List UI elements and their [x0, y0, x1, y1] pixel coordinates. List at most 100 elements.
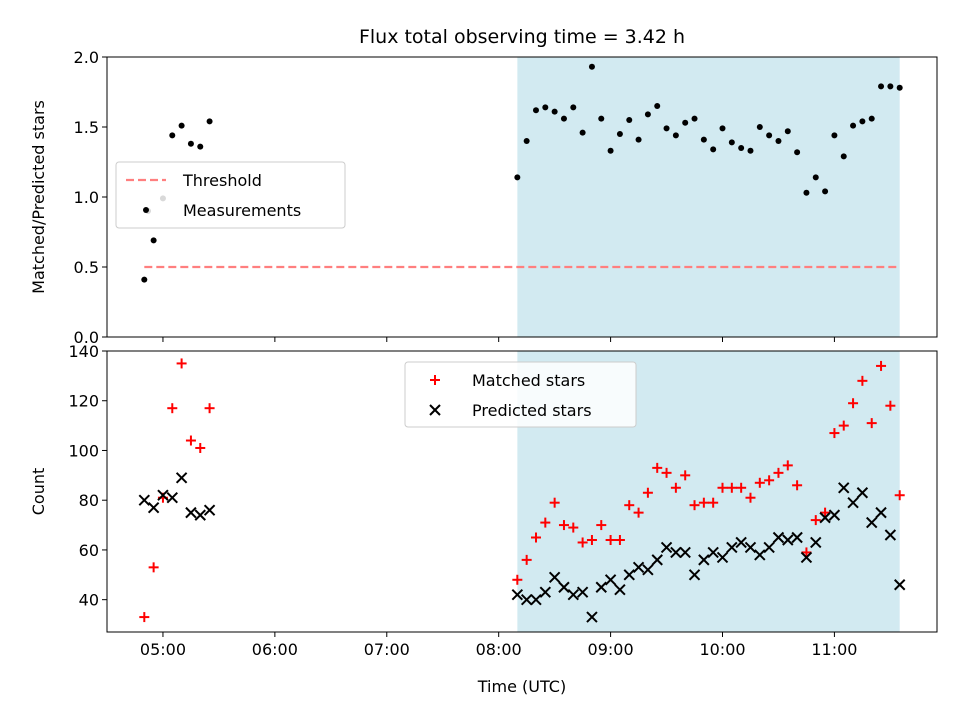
ratio-panel-axes: 0.0 0.5 1.0 1.5 2.0 [74, 48, 938, 347]
measurements-point-23 [644, 111, 651, 118]
measurements-point-44 [840, 153, 847, 160]
matched-stars-point-12 [549, 497, 560, 508]
predicted-stars-point-46 [866, 516, 878, 529]
legend-key-0 [430, 375, 440, 385]
y-tick-label-4: 2.0 [74, 48, 99, 67]
matched-stars-point-1 [148, 562, 159, 573]
measurements-point-27 [682, 119, 689, 126]
predicted-stars-point-0 [138, 494, 151, 506]
predicted-stars-point-17 [595, 581, 607, 593]
predicted-stars-point-11-b [539, 586, 552, 598]
predicted-stars-point-37 [782, 534, 794, 546]
predicted-stars-point-3 [166, 492, 178, 504]
matched-stars-point-49 [894, 490, 905, 501]
measurements-point-24 [654, 103, 661, 109]
matched-stars-point-32 [736, 482, 747, 493]
predicted-stars-point-9-b [520, 593, 533, 606]
predicted-stars-point-30-b [716, 551, 729, 564]
measurements-point-0 [141, 276, 148, 283]
matched-stars-point-13 [558, 520, 569, 531]
measurements-point-9 [514, 174, 521, 181]
ratio-panel-legend: Threshold Measurements [115, 161, 346, 229]
predicted-stars-point-44-b [847, 496, 859, 509]
x-tick-label-0: 05:00 [140, 640, 186, 659]
count-panel-axes: 40 60 80 100 120 140 05:00 06:00 07:00 08:00 09:00… [68, 342, 938, 659]
predicted-stars-point-0-b [138, 494, 151, 506]
legend-label-1: Measurements [183, 201, 301, 220]
predicted-stars-point-9 [520, 593, 533, 606]
legend-label-0: Threshold [182, 171, 262, 190]
predicted-stars-point-43 [838, 482, 850, 494]
predicted-stars-point-33-b [744, 541, 757, 554]
legend-key-1 [143, 207, 149, 213]
predicted-stars-point-4 [175, 472, 188, 484]
matched-stars-point-31 [726, 482, 737, 493]
predicted-stars-point-21-b [632, 561, 645, 574]
predicted-stars-point-36-b [772, 531, 785, 544]
predicted-stars-point-19 [614, 584, 626, 596]
predicted-stars-point-24 [660, 541, 673, 554]
predicted-stars-point-12-b [548, 571, 561, 583]
matched-stars-point-11 [540, 517, 551, 528]
matched-stars-point-30 [717, 482, 728, 493]
count-panel-x-axis-label: Time (UTC) [477, 677, 566, 696]
predicted-stars-point-28 [698, 554, 710, 566]
y-tick-label-3: 1.5 [74, 118, 99, 137]
predicted-stars-point-2-b [157, 489, 169, 501]
predicted-stars-point-47 [875, 506, 887, 519]
matched-stars-point-14 [568, 522, 579, 533]
measurements-point-42 [822, 188, 829, 195]
matched-stars-point-23 [652, 462, 663, 473]
matched-stars-point-0 [139, 612, 150, 623]
measurements-point-33 [738, 145, 745, 151]
legend-label-1: Predicted stars [472, 401, 592, 420]
matched-stars-point-8 [512, 574, 523, 585]
matched-stars-point-44 [848, 398, 859, 409]
predicted-stars-point-46-b [866, 516, 878, 529]
y-tick-label-2: 1.0 [74, 188, 99, 207]
predicted-stars-point-41 [819, 511, 831, 524]
matched-stars-point-7 [204, 403, 215, 414]
matched-stars-point-15 [577, 537, 588, 548]
measurements-point-21 [626, 117, 633, 123]
predicted-stars-point-26-b [679, 546, 691, 559]
matched-stars-point-5 [185, 435, 196, 446]
predicted-stars-point-15-b [576, 586, 589, 598]
measurements-point-45 [850, 122, 857, 129]
matched-stars-point-16 [586, 534, 597, 545]
predicted-stars-point-20-b [623, 569, 635, 581]
predicted-stars-point-34 [754, 549, 766, 561]
predicted-stars-point-14-b [567, 588, 579, 601]
measurements-point-4 [169, 132, 176, 139]
predicted-stars-point-18-b [604, 574, 617, 586]
matched-stars-point-24 [661, 467, 672, 478]
matched-stars-point-22 [642, 487, 653, 498]
predicted-stars-point-25 [670, 546, 682, 559]
matched-stars-point-45 [857, 375, 868, 386]
predicted-stars-point-10-b [530, 593, 542, 606]
measurements-point-46 [859, 118, 866, 125]
predicted-stars-point-49-b [893, 579, 906, 591]
predicted-stars-point-32 [735, 536, 747, 549]
matched-stars-point-47 [876, 360, 887, 371]
measurements-point-29 [700, 136, 707, 143]
measurements-point-16 [579, 129, 586, 136]
predicted-stars-point-40-b [810, 536, 822, 549]
measurements-point-50 [896, 84, 903, 91]
matched-stars-point-9 [521, 554, 532, 565]
predicted-stars-point-1-b [147, 501, 160, 514]
predicted-stars-point-22-b [642, 564, 654, 576]
predicted-stars-point-27-b [688, 569, 701, 581]
measurements-point-48 [878, 83, 885, 90]
predicted-stars-point-6-b [194, 509, 206, 521]
predicted-stars-point-36 [772, 531, 785, 544]
matched-stars-point-46 [866, 418, 877, 429]
predicted-stars-point-14 [567, 588, 579, 601]
predicted-stars-point-29 [707, 546, 719, 559]
y-tick-label-2: 80 [79, 491, 99, 510]
predicted-stars-point-18 [604, 574, 617, 586]
ratio-panel-observing-span [517, 57, 900, 337]
count-panel-y-axis-label: Count [29, 468, 48, 516]
predicted-stars-point-16 [586, 611, 598, 623]
